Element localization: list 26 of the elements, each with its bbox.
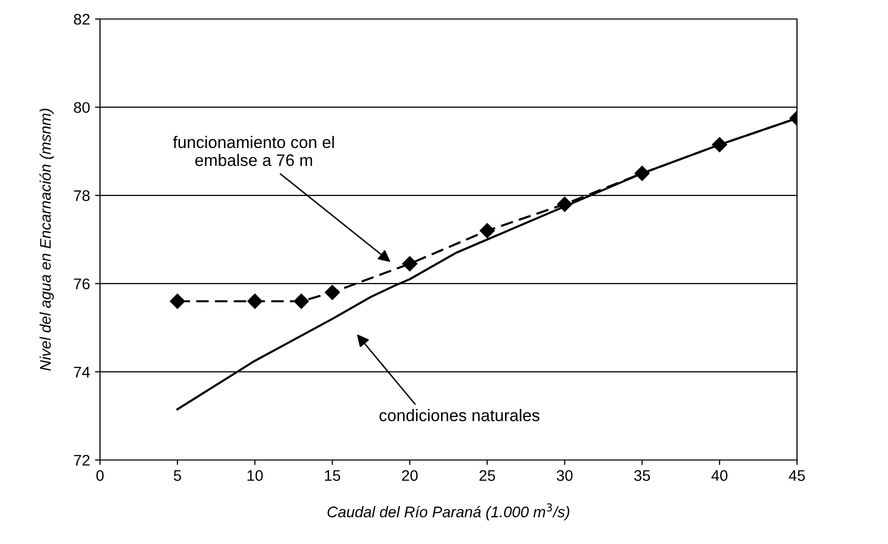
y-tick-label: 76 (74, 278, 90, 290)
point (324, 284, 340, 300)
y-tick-label: 72 (74, 454, 90, 466)
x-tick-label: 40 (711, 470, 728, 481)
point (402, 256, 418, 272)
y-tick-label: 80 (74, 102, 90, 113)
annotation: condiciones naturales (380, 409, 540, 422)
y-tick-label: 82 (74, 14, 90, 25)
y-tick-label: 78 (74, 190, 90, 202)
x-tick-label: 0 (96, 470, 104, 481)
x-tick-label: 15 (325, 470, 340, 481)
x-tick-label: 20 (402, 470, 418, 481)
x-tick-label: 5 (174, 470, 182, 481)
point (294, 294, 309, 309)
x-tick-label: 25 (479, 470, 496, 481)
x-axis-title: Caudal del Río Paraná (1.000 m$^{3}$/s) (328, 503, 570, 520)
y-axis-title: Nivel del agua en Encarnación (msnm) (39, 108, 54, 371)
y-tick-label: 74 (74, 366, 90, 378)
annotation: funcionamiento con el embalse a 76 m (173, 136, 334, 166)
x-tick-label: 35 (634, 470, 650, 481)
point (480, 223, 495, 238)
x-tick-label: 10 (248, 470, 263, 481)
point (247, 294, 262, 309)
x-tick-label: 45 (788, 470, 805, 481)
x-tick-label: 30 (556, 470, 573, 481)
point (170, 294, 186, 309)
